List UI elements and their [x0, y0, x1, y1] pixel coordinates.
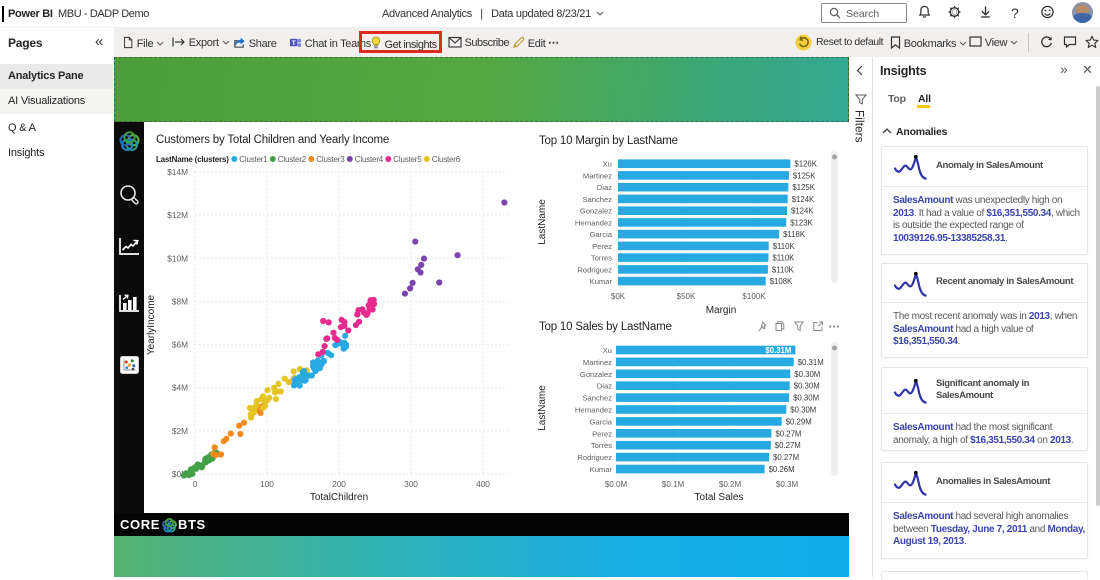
svg-text:Rodriguez: Rodriguez — [577, 265, 612, 274]
svg-text:Diaz: Diaz — [597, 183, 612, 192]
svg-text:$4M: $4M — [172, 383, 188, 393]
svg-text:300: 300 — [404, 479, 418, 489]
svg-text:$110K: $110K — [772, 265, 795, 274]
svg-text:$126K: $126K — [794, 160, 817, 169]
svg-text:Kumar: Kumar — [590, 277, 613, 286]
svg-text:$0.30M: $0.30M — [794, 370, 820, 379]
svg-text:Martinez: Martinez — [583, 171, 612, 180]
svg-text:$0.31M: $0.31M — [798, 358, 824, 367]
svg-text:$123K: $123K — [790, 218, 813, 227]
svg-text:$0.30M: $0.30M — [794, 382, 820, 391]
svg-text:Rodriguez: Rodriguez — [577, 453, 612, 462]
svg-text:$100K: $100K — [742, 292, 766, 301]
svg-text:$6M: $6M — [172, 340, 188, 350]
svg-text:Total Sales: Total Sales — [695, 492, 744, 503]
svg-text:Sanchez: Sanchez — [582, 195, 612, 204]
svg-text:Cluster3: Cluster3 — [316, 155, 345, 164]
svg-text:Gonzalez: Gonzalez — [580, 207, 612, 216]
svg-text:Martinez: Martinez — [583, 358, 612, 367]
svg-text:$10M: $10M — [167, 253, 188, 263]
svg-text:Cluster6: Cluster6 — [432, 155, 461, 164]
svg-text:$8M: $8M — [172, 296, 188, 306]
svg-text:$110K: $110K — [772, 254, 795, 263]
svg-text:Xu: Xu — [603, 160, 612, 169]
svg-text:$0.27M: $0.27M — [775, 441, 801, 450]
svg-text:$125K: $125K — [792, 183, 815, 192]
svg-text:Garcia: Garcia — [590, 230, 613, 239]
svg-text:$125K: $125K — [793, 171, 816, 180]
svg-text:Margin: Margin — [706, 305, 737, 316]
svg-text:LastName: LastName — [537, 385, 548, 431]
svg-text:$0.30M: $0.30M — [793, 394, 819, 403]
svg-text:Diaz: Diaz — [597, 382, 612, 391]
svg-text:Gonzalez: Gonzalez — [580, 370, 612, 379]
svg-text:$124K: $124K — [792, 195, 815, 204]
svg-text:Hernandez: Hernandez — [575, 218, 612, 227]
svg-text:$0.30M: $0.30M — [790, 406, 816, 415]
svg-text:Torres: Torres — [591, 441, 612, 450]
svg-text:400: 400 — [476, 479, 490, 489]
svg-text:Cluster2: Cluster2 — [278, 155, 307, 164]
svg-text:TotalChildren: TotalChildren — [310, 492, 368, 503]
svg-text:$0.27M: $0.27M — [773, 453, 799, 462]
svg-text:Cluster1: Cluster1 — [239, 155, 268, 164]
svg-text:LastName (clusters): LastName (clusters) — [156, 155, 229, 164]
svg-text:0: 0 — [193, 479, 198, 489]
svg-text:100: 100 — [260, 479, 274, 489]
svg-text:Torres: Torres — [591, 254, 612, 263]
svg-text:$118K: $118K — [783, 230, 806, 239]
svg-text:Cluster5: Cluster5 — [393, 155, 422, 164]
svg-text:Top 10 Margin by LastName: Top 10 Margin by LastName — [539, 135, 678, 147]
svg-text:LastName: LastName — [537, 199, 548, 245]
svg-text:Top 10 Sales by LastName: Top 10 Sales by LastName — [539, 321, 672, 333]
svg-text:$50K: $50K — [677, 292, 696, 301]
svg-text:$0K: $0K — [611, 292, 626, 301]
svg-text:T: T — [292, 40, 296, 47]
svg-text:200: 200 — [332, 479, 346, 489]
svg-text:$14M: $14M — [167, 167, 188, 177]
svg-text:$0.3M: $0.3M — [776, 480, 799, 489]
svg-text:Perez: Perez — [592, 242, 612, 251]
svg-text:$0.26M: $0.26M — [769, 465, 795, 474]
svg-text:$0.27M: $0.27M — [775, 429, 801, 438]
svg-text:Sanchez: Sanchez — [582, 394, 612, 403]
svg-text:$0.29M: $0.29M — [786, 417, 812, 426]
svg-text:$110K: $110K — [773, 242, 796, 251]
svg-text:$108K: $108K — [770, 277, 793, 286]
svg-text:$0.0M: $0.0M — [605, 480, 628, 489]
svg-text:$0.2M: $0.2M — [719, 480, 742, 489]
svg-text:$124K: $124K — [791, 207, 814, 216]
svg-text:Cluster4: Cluster4 — [355, 155, 384, 164]
svg-text:YearlyIncome: YearlyIncome — [146, 294, 157, 355]
svg-text:Xu: Xu — [603, 346, 612, 355]
svg-text:Kumar: Kumar — [590, 465, 613, 474]
svg-text:Perez: Perez — [592, 429, 612, 438]
svg-text:$12M: $12M — [167, 210, 188, 220]
svg-text:$0.1M: $0.1M — [662, 480, 685, 489]
svg-text:$2M: $2M — [172, 426, 188, 436]
svg-text:Garcia: Garcia — [590, 417, 613, 426]
svg-text:Hernandez: Hernandez — [575, 406, 612, 415]
svg-text:$0M: $0M — [172, 469, 188, 479]
svg-text:$0.31M: $0.31M — [765, 346, 791, 355]
svg-text:Customers by Total Children an: Customers by Total Children and Yearly I… — [156, 134, 389, 146]
